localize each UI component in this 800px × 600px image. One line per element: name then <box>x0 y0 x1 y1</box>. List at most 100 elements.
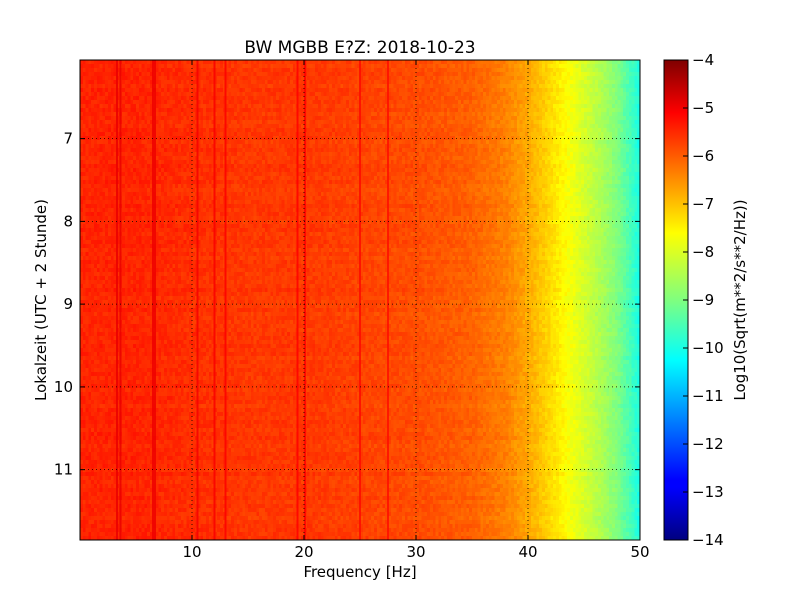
heatmap-cell <box>474 88 479 93</box>
heatmap-cell <box>186 128 190 133</box>
heatmap-cell <box>354 88 358 93</box>
heatmap-cell <box>486 144 490 149</box>
heatmap-cell <box>124 104 129 109</box>
heatmap-cell <box>320 120 325 125</box>
heatmap-cell <box>116 124 120 129</box>
heatmap-cell <box>318 120 322 125</box>
heatmap-cell <box>337 76 341 81</box>
heatmap-cell <box>158 144 162 149</box>
heatmap-cell <box>340 84 344 89</box>
heatmap-cell <box>130 100 134 105</box>
heatmap-cell <box>626 112 630 117</box>
heatmap-cell <box>96 148 101 153</box>
heatmap-cell <box>572 124 577 129</box>
heatmap-cell <box>388 112 392 117</box>
heatmap-cell <box>491 140 495 145</box>
heatmap-cell <box>220 140 224 145</box>
heatmap-cell <box>287 112 291 117</box>
heatmap-cell <box>494 76 498 81</box>
heatmap-cell <box>530 140 535 145</box>
heatmap-cell <box>396 128 400 133</box>
heatmap-cell <box>595 100 599 105</box>
heatmap-cell <box>329 100 333 105</box>
heatmap-cell <box>634 104 638 109</box>
heatmap-cell <box>452 68 456 73</box>
heatmap-cell <box>637 132 640 137</box>
heatmap-cell <box>253 96 257 101</box>
heatmap-cell <box>270 84 274 89</box>
heatmap-cell <box>225 124 229 129</box>
heatmap-cell <box>570 120 574 125</box>
heatmap-cell <box>124 72 129 77</box>
heatmap-cell <box>161 100 165 105</box>
heatmap-cell <box>211 80 215 85</box>
heatmap-cell <box>236 96 241 101</box>
heatmap-cell <box>340 64 344 69</box>
heatmap-cell <box>410 96 414 101</box>
heatmap-cell <box>276 104 280 109</box>
heatmap-cell <box>113 112 117 117</box>
heatmap-cell <box>354 116 358 121</box>
heatmap-cell <box>127 108 131 113</box>
heatmap-cell <box>343 128 347 133</box>
heatmap-cell <box>623 60 627 65</box>
heatmap-cell <box>208 144 213 149</box>
heatmap-cell <box>561 68 565 73</box>
heatmap-cell <box>511 120 515 125</box>
heatmap-cell <box>435 124 439 129</box>
heatmap-cell <box>598 120 602 125</box>
heatmap-cell <box>189 108 193 113</box>
heatmap-cell <box>276 96 280 101</box>
heatmap-cell <box>267 72 271 77</box>
heatmap-cell <box>368 148 372 153</box>
heatmap-cell <box>388 72 392 77</box>
heatmap-cell <box>483 68 487 73</box>
heatmap-cell <box>292 144 297 149</box>
heatmap-cell <box>158 140 162 145</box>
heatmap-cell <box>407 104 411 109</box>
heatmap-cell <box>477 84 481 89</box>
heatmap-cell <box>452 132 456 137</box>
heatmap-cell <box>634 92 638 97</box>
heatmap-cell <box>186 64 190 69</box>
heatmap-cell <box>458 88 462 93</box>
heatmap-cell <box>245 112 249 117</box>
heatmap-cell <box>438 88 442 93</box>
heatmap-cell <box>390 68 395 73</box>
heatmap-cell <box>446 76 451 81</box>
heatmap-cell <box>360 84 364 89</box>
heatmap-cell <box>494 120 498 125</box>
heatmap-cell <box>609 88 613 93</box>
heatmap-cell <box>323 124 327 129</box>
heatmap-cell <box>267 88 271 93</box>
heatmap-cell <box>332 116 336 121</box>
heatmap-cell <box>374 92 378 97</box>
heatmap-cell <box>292 136 297 141</box>
heatmap-cell <box>491 84 495 89</box>
heatmap-cell <box>600 112 605 117</box>
heatmap-cell <box>514 88 518 93</box>
heatmap-cell <box>270 96 274 101</box>
heatmap-cell <box>276 124 280 129</box>
heatmap-cell <box>519 108 523 113</box>
heatmap-cell <box>368 116 372 121</box>
heatmap-cell <box>581 80 585 85</box>
heatmap-cell <box>357 64 361 69</box>
heatmap-cell <box>427 84 431 89</box>
heatmap-cell <box>267 104 271 109</box>
heatmap-cell <box>175 120 179 125</box>
heatmap-cell <box>483 96 487 101</box>
heatmap-cell <box>486 76 490 81</box>
heatmap-cell <box>122 148 126 153</box>
heatmap-cell <box>516 64 521 69</box>
heatmap-cell <box>474 144 479 149</box>
heatmap-cell <box>99 96 103 101</box>
heatmap-cell <box>556 120 560 125</box>
heatmap-cell <box>393 140 397 145</box>
heatmap-cell <box>348 92 353 97</box>
heatmap-cell <box>578 72 582 77</box>
heatmap-cell <box>407 116 411 121</box>
heatmap-cell <box>158 64 162 69</box>
heatmap-cell <box>612 64 616 69</box>
heatmap-cell <box>458 92 462 97</box>
